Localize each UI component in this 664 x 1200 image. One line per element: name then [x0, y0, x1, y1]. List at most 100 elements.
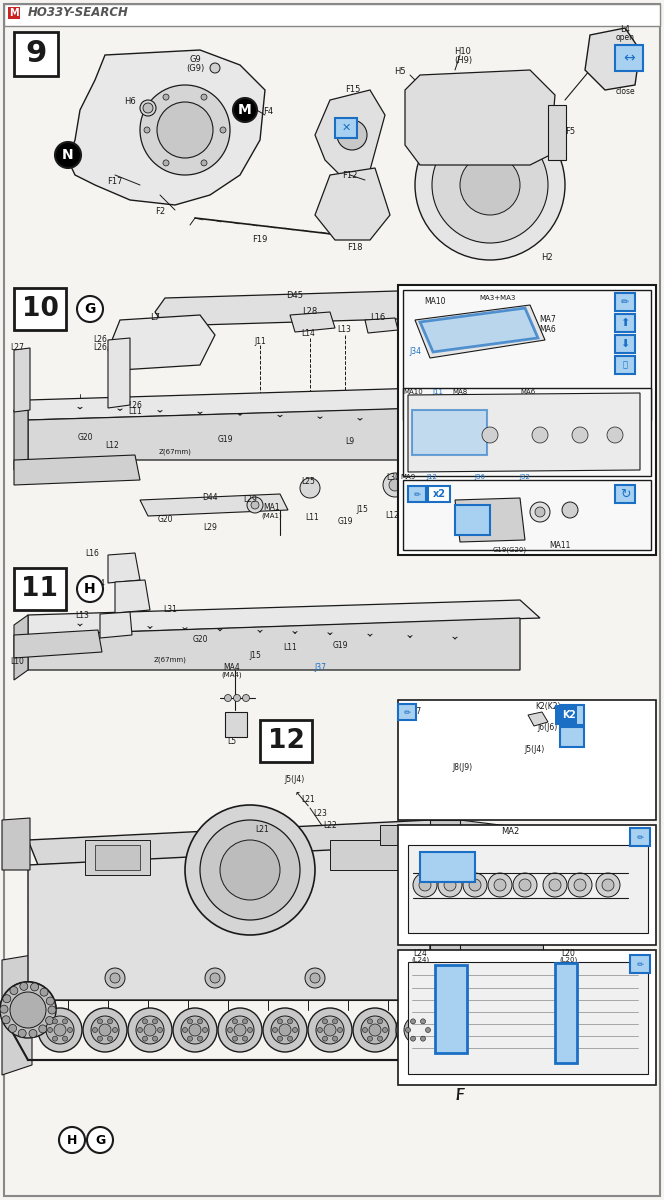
- Text: F: F: [456, 1087, 464, 1103]
- Circle shape: [189, 1024, 201, 1036]
- Polygon shape: [14, 614, 28, 680]
- Text: MA10: MA10: [424, 298, 446, 306]
- Bar: [398, 950, 656, 1085]
- Circle shape: [596, 874, 620, 898]
- Circle shape: [574, 878, 586, 890]
- Circle shape: [323, 1036, 327, 1042]
- Bar: [615, 314, 635, 332]
- Text: L14: L14: [91, 578, 105, 588]
- Text: 12: 12: [268, 728, 304, 754]
- Circle shape: [369, 1024, 381, 1036]
- Polygon shape: [430, 820, 460, 1000]
- Text: MA4: MA4: [224, 662, 240, 672]
- Polygon shape: [28, 845, 430, 1000]
- Bar: [330, 840, 410, 870]
- Circle shape: [143, 1036, 147, 1042]
- Circle shape: [210, 62, 220, 73]
- Text: F5: F5: [565, 127, 575, 137]
- Text: ⬆: ⬆: [620, 318, 629, 328]
- Circle shape: [333, 1036, 337, 1042]
- Bar: [8, 7, 20, 19]
- Circle shape: [543, 874, 567, 898]
- Text: (MA4): (MA4): [500, 439, 521, 446]
- Circle shape: [562, 502, 578, 518]
- Circle shape: [367, 1019, 373, 1024]
- Text: F4: F4: [263, 108, 273, 116]
- Text: 10: 10: [21, 296, 58, 322]
- Circle shape: [535, 506, 545, 517]
- Text: G19: G19: [217, 436, 233, 444]
- Circle shape: [46, 1016, 54, 1025]
- Circle shape: [128, 1008, 172, 1052]
- Text: 2: 2: [568, 710, 576, 720]
- Bar: [555, 962, 577, 1063]
- Polygon shape: [108, 314, 215, 370]
- Polygon shape: [108, 553, 140, 583]
- Bar: [398, 704, 416, 720]
- Circle shape: [271, 1016, 299, 1044]
- Polygon shape: [315, 168, 390, 240]
- Circle shape: [513, 874, 537, 898]
- Text: F: F: [456, 1087, 464, 1103]
- Text: L31: L31: [163, 606, 177, 614]
- Circle shape: [532, 427, 548, 443]
- Circle shape: [361, 1016, 389, 1044]
- Circle shape: [10, 986, 18, 995]
- Bar: [85, 840, 150, 875]
- Circle shape: [185, 805, 315, 935]
- Bar: [615, 44, 643, 71]
- Circle shape: [157, 1027, 163, 1032]
- Circle shape: [248, 1027, 252, 1032]
- Circle shape: [410, 1036, 416, 1042]
- Bar: [95, 845, 140, 870]
- Polygon shape: [115, 580, 150, 613]
- Circle shape: [201, 160, 207, 166]
- Text: F17: F17: [108, 178, 123, 186]
- Text: L4: L4: [620, 25, 630, 35]
- Polygon shape: [452, 953, 480, 1066]
- Text: F2: F2: [155, 208, 165, 216]
- Circle shape: [389, 479, 401, 491]
- Circle shape: [38, 1008, 82, 1052]
- Text: J7: J7: [414, 708, 422, 716]
- Circle shape: [316, 1016, 344, 1044]
- Circle shape: [438, 874, 462, 898]
- Text: L26: L26: [128, 401, 142, 409]
- Circle shape: [410, 1019, 416, 1024]
- Text: J32: J32: [519, 474, 531, 480]
- Bar: [560, 727, 584, 746]
- Text: MA7: MA7: [540, 316, 556, 324]
- Circle shape: [99, 1024, 111, 1036]
- Text: MA8: MA8: [452, 389, 467, 395]
- Circle shape: [353, 1008, 397, 1052]
- Bar: [548, 104, 566, 160]
- Text: open: open: [616, 34, 635, 42]
- Bar: [615, 293, 635, 311]
- Text: L30: L30: [386, 473, 400, 481]
- Text: L9: L9: [345, 438, 355, 446]
- Circle shape: [323, 1019, 327, 1024]
- Circle shape: [98, 1019, 102, 1024]
- Text: J8(J9): J8(J9): [452, 763, 472, 773]
- Text: Z(67mm): Z(67mm): [153, 656, 187, 664]
- Circle shape: [153, 1036, 157, 1042]
- Text: J5(J4): J5(J4): [525, 745, 545, 755]
- Text: ✕: ✕: [341, 122, 351, 133]
- Circle shape: [228, 1027, 232, 1032]
- Circle shape: [10, 992, 46, 1028]
- Text: J34: J34: [409, 348, 421, 356]
- Text: 💧: 💧: [623, 360, 627, 370]
- Text: L26: L26: [93, 343, 107, 353]
- Circle shape: [52, 1036, 58, 1042]
- Text: MA9: MA9: [400, 474, 416, 480]
- Circle shape: [29, 1030, 37, 1038]
- Circle shape: [247, 497, 263, 514]
- Text: L21: L21: [301, 796, 315, 804]
- Polygon shape: [68, 50, 265, 205]
- Circle shape: [143, 103, 153, 113]
- Bar: [14, 32, 58, 76]
- Bar: [615, 335, 635, 353]
- Text: (G9): (G9): [186, 64, 204, 72]
- Circle shape: [224, 695, 232, 702]
- Circle shape: [54, 1024, 66, 1036]
